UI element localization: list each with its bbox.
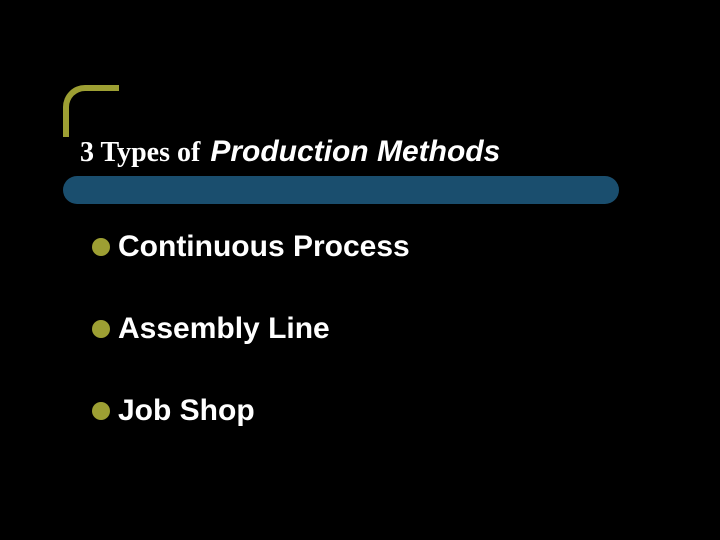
list-item: Continuous Process (92, 230, 410, 264)
title-underline-bar (63, 176, 619, 204)
bullet-text: Assembly Line (118, 312, 330, 346)
corner-accent (63, 85, 119, 137)
title-emphasis: Production Methods (210, 135, 500, 169)
bullet-text: Job Shop (118, 394, 255, 428)
slide: 3 Types of Production Methods Continuous… (0, 0, 720, 540)
list-item: Assembly Line (92, 312, 410, 346)
bullet-icon (92, 320, 110, 338)
bullet-icon (92, 238, 110, 256)
bullet-text: Continuous Process (118, 230, 410, 264)
bullet-icon (92, 402, 110, 420)
list-item: Job Shop (92, 394, 410, 428)
slide-title: 3 Types of Production Methods (80, 135, 500, 169)
title-prefix: 3 Types of (80, 137, 200, 169)
bullet-list: Continuous Process Assembly Line Job Sho… (92, 230, 410, 476)
